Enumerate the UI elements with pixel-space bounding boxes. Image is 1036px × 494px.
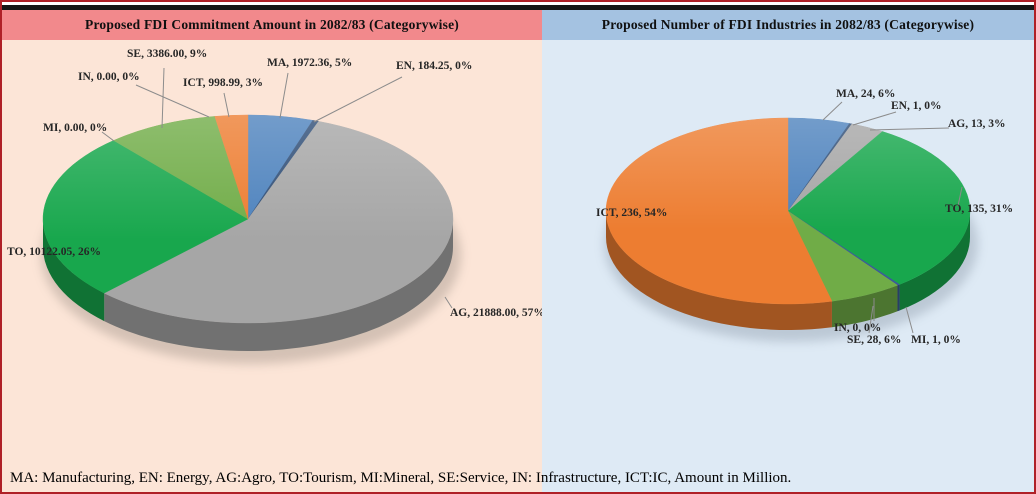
- leader-line-MI: [905, 306, 914, 334]
- leader-line-MI: [101, 131, 115, 142]
- slice-label-EN: EN, 1, 0%: [891, 100, 942, 112]
- slice-label-AG: AG, 21888.00, 57%: [450, 307, 545, 319]
- slice-label-MA: MA, 1972.36, 5%: [267, 57, 353, 69]
- pie-slice-side-AG: [104, 219, 453, 352]
- slice-label-TO: TO, 135, 31%: [945, 203, 1014, 215]
- leader-line-IN: [135, 84, 210, 118]
- slice-label-MA: MA, 24, 6%: [836, 88, 896, 100]
- pie-slice-side-MI: [897, 284, 900, 312]
- panel-fdi-count: Proposed Number of FDI Industries in 208…: [542, 10, 1034, 492]
- count-pie-chart: MA, 24, 6% EN, 1, 0% AG, 13, 3% TO, 135, 31…: [542, 40, 1034, 492]
- leader-line-SE: [161, 67, 165, 129]
- leader-line-AG: [869, 127, 950, 131]
- leader-line-ICT: [223, 92, 230, 118]
- top-black-rule: [2, 5, 1034, 10]
- slice-label-IN: IN, 0.00, 0%: [78, 71, 140, 83]
- top-white-strip: [2, 2, 1034, 5]
- legend-note: MA: Manufacturing, EN: Energy, AG:Agro, …: [10, 470, 792, 486]
- pie-slice-side-TO: [43, 219, 105, 322]
- slice-label-MI: MI, 0.00, 0%: [43, 122, 108, 134]
- slice-label-ICT: ICT, 236, 54%: [596, 207, 668, 219]
- pie-sheen: [606, 118, 970, 304]
- slice-label-SE: SE, 3386.00, 9%: [127, 48, 208, 60]
- slice-label-IN: IN, 0, 0%: [834, 322, 882, 334]
- slice-label-EN: EN, 184.25, 0%: [396, 60, 473, 72]
- amount-chart-title: Proposed FDI Commitment Amount in 2082/8…: [2, 10, 542, 40]
- pie-slice-side-TO: [899, 211, 970, 311]
- pie-svg-0: [41, 67, 461, 364]
- slice-label-SE: SE, 28, 6%: [847, 334, 902, 346]
- leader-line-MA: [279, 72, 289, 119]
- leader-line-EN: [313, 76, 403, 123]
- slice-label-TO: TO, 10122.05, 26%: [7, 246, 102, 258]
- slice-label-ICT: ICT, 998.99, 3%: [183, 77, 263, 89]
- pie-slice-side-SE: [831, 285, 898, 328]
- slice-label-AG: AG, 13, 3%: [948, 118, 1006, 130]
- chart-panels: Proposed FDI Commitment Amount in 2082/8…: [2, 10, 1034, 492]
- leader-line-AG: [444, 296, 453, 309]
- leader-line-MA: [822, 101, 843, 121]
- panel-fdi-amount: Proposed FDI Commitment Amount in 2082/8…: [2, 10, 545, 492]
- count-chart-title: Proposed Number of FDI Industries in 208…: [542, 10, 1034, 40]
- leader-line-TO: [957, 186, 963, 207]
- pie-slice-side-ICT: [606, 211, 832, 330]
- leader-line-EN: [852, 111, 897, 126]
- slice-label-MI: MI, 1, 0%: [911, 334, 961, 346]
- amount-pie-chart: MA, 1972.36, 5% EN, 184.25, 0% AG, 21888.0…: [2, 40, 545, 492]
- pie-svg-1: [604, 101, 978, 342]
- pie-sheen: [43, 115, 453, 323]
- leader-line-SE: [868, 305, 874, 334]
